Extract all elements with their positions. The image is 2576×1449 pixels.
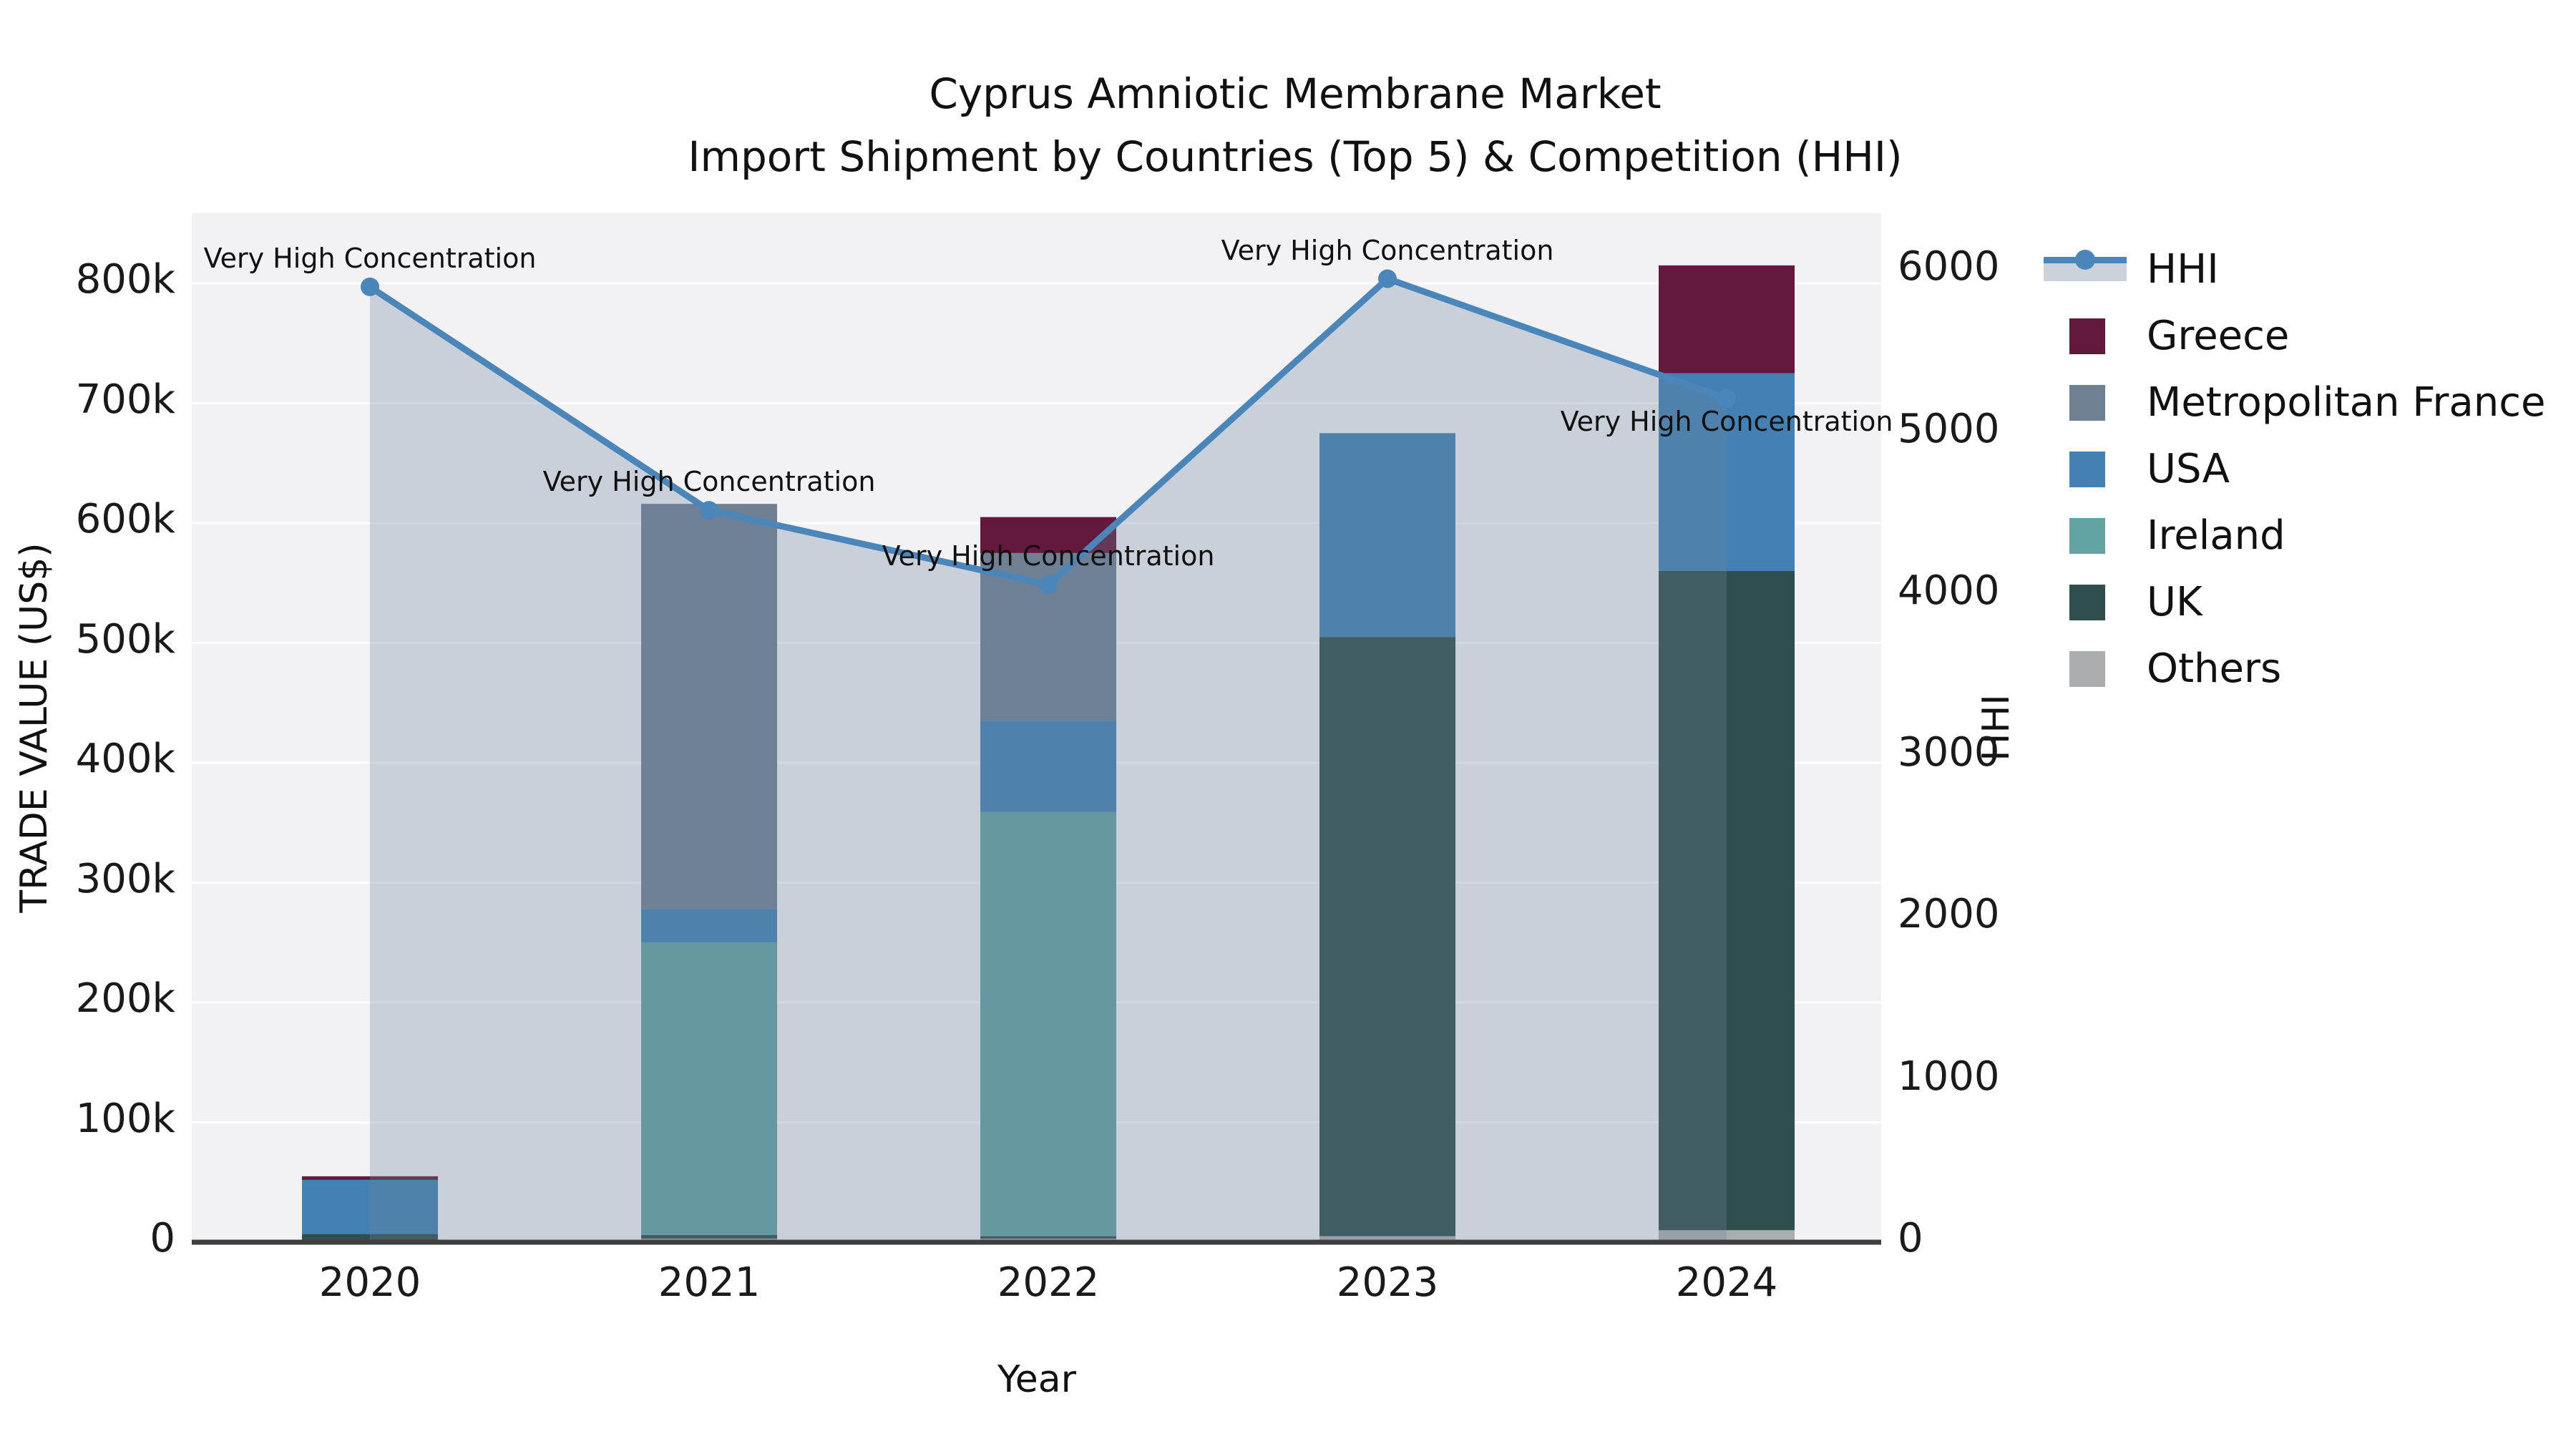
- legend-swatch: [2069, 650, 2105, 687]
- bar-segment-greece-2020: [302, 1176, 438, 1180]
- y-right-tick-5000: 5000: [1898, 405, 2000, 452]
- bar-segment-metropolitan-france-2021: [641, 504, 777, 909]
- legend-label: USA: [2147, 446, 2230, 492]
- legend-swatch-icon: [2044, 581, 2127, 624]
- legend-item-ireland: Ireland: [2044, 502, 2566, 569]
- y-right-tick-4000: 4000: [1898, 567, 2000, 614]
- y-left-tick-800k: 800k: [75, 256, 175, 303]
- annotation-2023: Very High Concentration: [1221, 234, 1554, 266]
- legend-item-greece: Greece: [2044, 303, 2566, 369]
- hhi-marker-2021: [700, 501, 718, 520]
- hhi-area-fill: [370, 278, 1727, 1242]
- bar-segment-usa-2022: [980, 721, 1116, 812]
- legend-label: Others: [2147, 645, 2282, 692]
- x-tick-2022: 2022: [997, 1259, 1100, 1306]
- legend-swatch-icon: [2044, 648, 2127, 691]
- y-left-tick-100k: 100k: [75, 1095, 175, 1142]
- hhi-marker-2024: [1717, 389, 1736, 408]
- legend-swatch-icon: [2044, 381, 2127, 424]
- bar-segment-uk-2024: [1659, 571, 1795, 1231]
- legend-label: UK: [2147, 579, 2202, 625]
- legend-item-hhi: HHI: [2044, 236, 2566, 303]
- bar-segment-usa-2020: [302, 1179, 438, 1234]
- legend-swatch-icon: [2044, 315, 2127, 358]
- chart-title-line1: Cyprus Amniotic Membrane Market: [929, 69, 1662, 118]
- legend-hhi-marker: [2075, 249, 2095, 270]
- legend-swatch-icon: [2044, 514, 2127, 557]
- hhi-marker-2022: [1039, 575, 1058, 595]
- y-left-tick-400k: 400k: [75, 736, 175, 782]
- legend-item-others: Others: [2044, 635, 2566, 702]
- bar-segment-uk-2022: [980, 1236, 1116, 1239]
- y-right-tick-1000: 1000: [1898, 1053, 2000, 1100]
- legend-swatch-icon: [2044, 448, 2127, 491]
- y-left-tick-700k: 700k: [75, 376, 175, 423]
- x-tick-2024: 2024: [1675, 1259, 1778, 1306]
- legend: HHI Greece Metropolitan France USA Ireland UK…: [2044, 236, 2566, 702]
- x-tick-2023: 2023: [1336, 1259, 1439, 1306]
- legend-swatch: [2069, 584, 2105, 620]
- annotation-2020: Very High Concentration: [203, 242, 537, 274]
- bar-segment-usa-2021: [641, 909, 777, 943]
- legend-item-usa: USA: [2044, 436, 2566, 502]
- x-tick-2021: 2021: [658, 1259, 761, 1306]
- legend-label: HHI: [2147, 246, 2219, 293]
- annotation-2024: Very High Concentration: [1560, 405, 1893, 437]
- legend-swatch: [2069, 517, 2105, 554]
- legend-label: Metropolitan France: [2147, 379, 2546, 426]
- y-right-tick-2000: 2000: [1898, 891, 2000, 938]
- legend-swatch: [2069, 384, 2105, 421]
- x-tick-2020: 2020: [318, 1259, 421, 1306]
- y-right-tick-6000: 6000: [1898, 243, 2000, 291]
- y-right-tick-0: 0: [1898, 1215, 1923, 1262]
- bar-segment-others-2024: [1659, 1230, 1795, 1242]
- y-left-tick-0: 0: [150, 1215, 175, 1262]
- hhi-marker-2023: [1378, 269, 1397, 288]
- y-left-tick-600k: 600k: [75, 496, 175, 542]
- bar-segment-ireland-2022: [980, 811, 1116, 1236]
- hhi-marker-2020: [361, 277, 379, 296]
- legend-swatch: [2069, 451, 2105, 487]
- y-left-tick-500k: 500k: [75, 615, 175, 663]
- annotation-2021: Very High Concentration: [542, 466, 876, 498]
- bar-segment-uk-2020: [302, 1234, 438, 1240]
- chart-title-line2: Import Shipment by Countries (Top 5) & C…: [688, 132, 1903, 181]
- bar-segment-others-2023: [1319, 1236, 1455, 1242]
- legend-label: Greece: [2147, 313, 2290, 359]
- legend-label: Ireland: [2147, 512, 2285, 559]
- bar-segment-ireland-2021: [641, 942, 777, 1235]
- bar-segment-usa-2023: [1319, 433, 1455, 638]
- legend-item-metropolitan-france: Metropolitan France: [2044, 369, 2566, 436]
- y-left-tick-300k: 300k: [75, 855, 175, 902]
- annotation-2022: Very High Concentration: [882, 540, 1215, 572]
- bar-segment-uk-2023: [1319, 637, 1455, 1236]
- y-left-tick-200k: 200k: [75, 975, 175, 1022]
- legend-hhi-line-icon: [2044, 248, 2127, 291]
- x-axis-title: Year: [997, 1358, 1077, 1401]
- y-right-tick-3000: 3000: [1898, 729, 2000, 776]
- bar-segment-uk-2021: [641, 1234, 777, 1239]
- bar-segment-greece-2024: [1659, 265, 1795, 374]
- legend-swatch: [2069, 318, 2105, 354]
- legend-item-uk: UK: [2044, 569, 2566, 635]
